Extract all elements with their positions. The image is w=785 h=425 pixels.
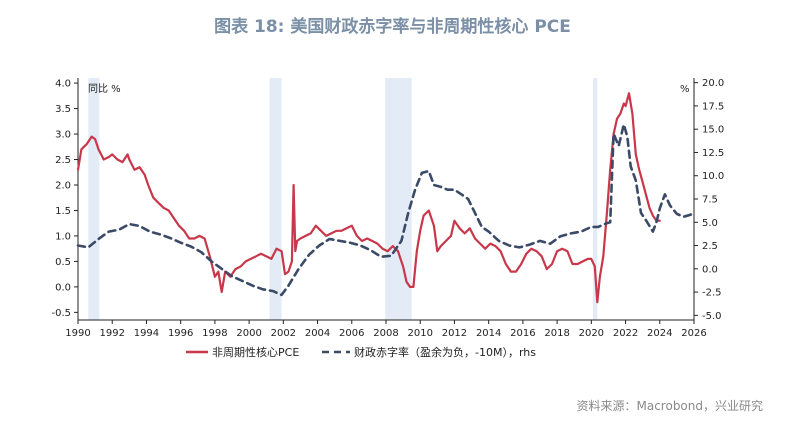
- left-tick-label-3.5: 3.5: [55, 104, 71, 115]
- x-tick-label-2016: 2016: [510, 328, 535, 339]
- right-tick-label-7.5: 7.5: [702, 195, 718, 206]
- right-tick-label--2.5: -2.5: [702, 288, 722, 299]
- x-tick-label-2008: 2008: [373, 328, 398, 339]
- x-tick-label-2000: 2000: [236, 328, 261, 339]
- recession-band-1: [269, 78, 282, 320]
- left-tick-label-3.0: 3.0: [55, 130, 71, 141]
- x-axis-labels: 1990 1992 1994 1996 1998 2000 2002 2004 2006 2008…: [65, 328, 706, 339]
- x-tick-label-2026: 2026: [681, 328, 706, 339]
- right-tick-label-5.0: 5.0: [702, 218, 718, 229]
- right-tick-label-17.5: 17.5: [702, 101, 724, 112]
- x-tick-label-2018: 2018: [544, 328, 569, 339]
- x-tick-label-2004: 2004: [305, 328, 330, 339]
- recession-band-3: [593, 78, 598, 320]
- x-tick-label-2012: 2012: [442, 328, 467, 339]
- right-tick-label--5.0: -5.0: [702, 311, 722, 322]
- left-tick-label-2.0: 2.0: [55, 180, 71, 191]
- right-tick-label-12.5: 12.5: [702, 148, 724, 159]
- right-tick-label-20.0: 20.0: [702, 78, 724, 89]
- x-tick-label-2002: 2002: [271, 328, 296, 339]
- right-tick-label-15.0: 15.0: [702, 125, 724, 136]
- axis-ticks: [74, 82, 698, 324]
- x-tick-label-1996: 1996: [168, 328, 193, 339]
- x-tick-label-2022: 2022: [613, 328, 638, 339]
- right-tick-label-2.5: 2.5: [702, 241, 718, 252]
- x-tick-label-2024: 2024: [647, 328, 672, 339]
- series-pce-line: [76, 92, 661, 304]
- legend: 非周期性核心PCE 财政赤字率（盈余为负，-10M），rhs: [186, 345, 536, 359]
- source-note: 资料来源：Macrobond，兴业研究: [576, 399, 764, 413]
- left-tick-label-2.5: 2.5: [55, 155, 71, 166]
- series-lines: [76, 92, 696, 304]
- x-tick-label-1990: 1990: [65, 328, 90, 339]
- left-tick-label--0.5: -0.5: [51, 308, 71, 319]
- right-axis-labels: 20.0 17.5 15.0 12.5 10.0 7.5 5.0 2.5 0.0 -2.5 -5.0: [702, 78, 724, 322]
- recession-shading: [88, 78, 598, 320]
- x-tick-label-2010: 2010: [407, 328, 432, 339]
- series-deficit-line: [76, 123, 696, 297]
- left-tick-label-0.5: 0.5: [55, 257, 71, 268]
- x-tick-label-1994: 1994: [134, 328, 159, 339]
- right-axis-unit: %: [680, 84, 690, 95]
- legend-label-deficit: 财政赤字率（盈余为负，-10M），rhs: [354, 345, 536, 359]
- left-tick-label-1.0: 1.0: [55, 231, 71, 242]
- recession-band-2: [385, 78, 412, 320]
- left-axis-labels: 4.0 3.5 3.0 2.5 2.0 1.5 1.0 0.5 0.0 -0.5: [51, 79, 71, 319]
- right-tick-label-10.0: 10.0: [702, 171, 724, 182]
- x-tick-label-2014: 2014: [476, 328, 501, 339]
- left-tick-label-4.0: 4.0: [55, 79, 71, 90]
- x-tick-label-1998: 1998: [202, 328, 227, 339]
- left-tick-label-1.5: 1.5: [55, 206, 71, 217]
- legend-label-pce: 非周期性核心PCE: [212, 345, 299, 359]
- x-tick-label-2006: 2006: [339, 328, 364, 339]
- left-axis-unit: 同比 %: [88, 83, 121, 95]
- x-tick-label-2020: 2020: [579, 328, 604, 339]
- x-tick-label-1992: 1992: [99, 328, 124, 339]
- chart-title: 图表 18: 美国财政赤字率与非周期性核心 PCE: [214, 17, 571, 37]
- recession-band-0: [88, 78, 100, 320]
- right-tick-label-0.0: 0.0: [702, 264, 718, 275]
- left-tick-label-0.0: 0.0: [55, 282, 71, 293]
